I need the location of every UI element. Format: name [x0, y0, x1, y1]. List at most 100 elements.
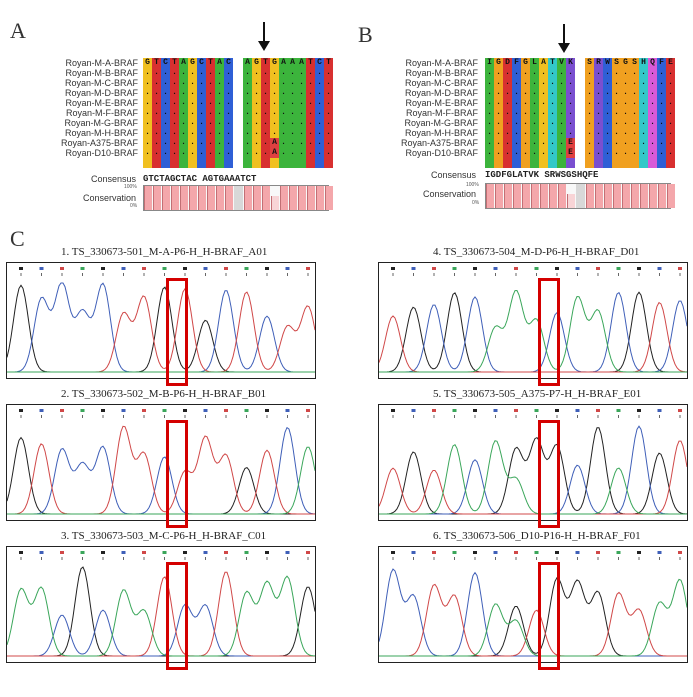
alignment-cell: .	[650, 118, 655, 127]
alignment-cell: .	[190, 68, 195, 77]
alignment-cell: .	[587, 68, 592, 77]
alignment-cell: .	[514, 68, 519, 77]
alignment-cell: .	[263, 88, 268, 97]
alignment-cell: .	[181, 78, 186, 87]
alignment-cell: .	[623, 148, 628, 157]
alignment-a-pct-bottom: 0%	[130, 203, 138, 209]
alignment-cell: .	[568, 118, 573, 127]
alignment-cell: .	[559, 68, 564, 77]
alignment-cell: .	[532, 68, 537, 77]
alignment-column: A.........	[539, 58, 548, 168]
alignment-cell: .	[514, 88, 519, 97]
alignment-cell: T	[154, 58, 159, 67]
alignment-cell: .	[532, 118, 537, 127]
alignment-cell: .	[199, 98, 204, 107]
alignment-cell: .	[281, 68, 286, 77]
alignment-cell: .	[550, 118, 555, 127]
alignment-cell: .	[559, 128, 564, 137]
alignment-column: R.........	[594, 58, 603, 168]
alignment-cell: .	[163, 78, 168, 87]
alignment-cell: .	[263, 128, 268, 137]
alignment-cell: S	[632, 58, 637, 67]
chromatogram-trace	[378, 262, 688, 379]
alignment-cell: T	[172, 58, 177, 67]
conservation-bar	[216, 186, 224, 210]
alignment-column: A.........	[279, 58, 288, 168]
alignment-cell: .	[587, 128, 592, 137]
alignment-cell: .	[299, 88, 304, 97]
chromatogram-trace	[6, 404, 316, 521]
alignment-cell: D	[505, 58, 510, 67]
alignment-cell: .	[559, 98, 564, 107]
alignment-column: G.........	[494, 58, 503, 168]
alignment-cell: .	[317, 68, 322, 77]
conservation-bar	[253, 186, 261, 210]
alignment-cell: .	[172, 78, 177, 87]
alignment-cell: A	[270, 148, 279, 158]
alignment-row-label: Royan-M-G-BRAF	[404, 118, 478, 128]
chromatogram-title: 1. TS_330673-501_M-A-P6-H_H-BRAF_A01	[61, 246, 268, 258]
alignment-cell: .	[641, 118, 646, 127]
alignment-cell: .	[299, 108, 304, 117]
alignment-cell: .	[523, 138, 528, 147]
conservation-bar	[622, 184, 630, 208]
alignment-cell: .	[263, 138, 268, 147]
alignment-row-label: Royan-M-F-BRAF	[405, 108, 478, 118]
conservation-gap	[234, 186, 243, 210]
alignment-cell: .	[181, 108, 186, 117]
alignment-cell: .	[632, 138, 637, 147]
alignment-cell: .	[559, 118, 564, 127]
alignment-cell: .	[263, 78, 268, 87]
alignment-cell: .	[650, 128, 655, 137]
alignment-cell: .	[254, 138, 259, 147]
alignment-cell: .	[596, 78, 601, 87]
alignment-cell: .	[254, 128, 259, 137]
alignment-column: A.........	[179, 58, 188, 168]
alignment-cell: .	[245, 148, 250, 157]
alignment-cell: .	[317, 128, 322, 137]
conservation-bar	[531, 184, 539, 208]
alignment-cell: .	[290, 98, 295, 107]
alignment-cell: .	[145, 98, 150, 107]
alignment-cell: .	[172, 98, 177, 107]
conservation-bar	[153, 186, 161, 210]
alignment-cell: .	[523, 78, 528, 87]
alignment-cell: .	[514, 138, 519, 147]
alignment-cell: .	[154, 98, 159, 107]
alignment-cell: .	[505, 118, 510, 127]
alignment-cell: .	[245, 98, 250, 107]
alignment-column: G.........	[252, 58, 261, 168]
alignment-cell: .	[487, 118, 492, 127]
alignment-cell: .	[199, 108, 204, 117]
alignment-cell: .	[514, 78, 519, 87]
alignment-cell: .	[550, 138, 555, 147]
alignment-column: T.........	[324, 58, 333, 168]
alignment-cell: .	[532, 138, 537, 147]
alignment-column: T.........	[261, 58, 270, 168]
alignment-cell: .	[272, 98, 277, 107]
alignment-cell: .	[172, 148, 177, 157]
alignment-cell: .	[650, 138, 655, 147]
alignment-cell: .	[523, 108, 528, 117]
alignment-row-label: Royan-M-F-BRAF	[65, 108, 138, 118]
alignment-cell: .	[487, 78, 492, 87]
alignment-cell: .	[659, 88, 664, 97]
conservation-bar	[316, 186, 324, 210]
alignment-b-arrow-icon	[558, 24, 570, 53]
alignment-cell: .	[596, 108, 601, 117]
alignment-row-label: Royan-M-C-BRAF	[64, 78, 138, 88]
alignment-cell: .	[541, 108, 546, 117]
alignment-cell: .	[208, 68, 213, 77]
alignment-cell: .	[568, 78, 573, 87]
alignment-column: D.........	[503, 58, 512, 168]
alignment-cell: .	[623, 68, 628, 77]
alignment-cell: .	[290, 128, 295, 137]
conservation-bar	[307, 186, 315, 210]
alignment-cell: .	[487, 148, 492, 157]
alignment-column: T.........	[306, 58, 315, 168]
alignment-cell: .	[154, 68, 159, 77]
conservation-bar	[567, 193, 575, 208]
alignment-cell: .	[217, 108, 222, 117]
alignment-cell: .	[505, 78, 510, 87]
